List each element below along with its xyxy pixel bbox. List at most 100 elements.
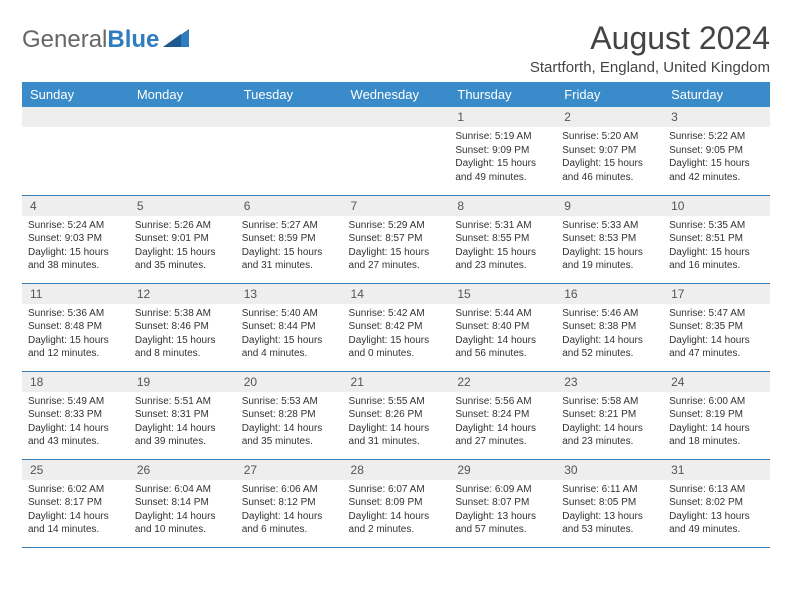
logo: GeneralBlue — [22, 20, 189, 54]
calendar-cell: 2Sunrise: 5:20 AMSunset: 9:07 PMDaylight… — [556, 107, 663, 195]
calendar-cell — [22, 107, 129, 195]
calendar-cell: 23Sunrise: 5:58 AMSunset: 8:21 PMDayligh… — [556, 371, 663, 459]
calendar-cell: 7Sunrise: 5:29 AMSunset: 8:57 PMDaylight… — [343, 195, 450, 283]
calendar-cell: 19Sunrise: 5:51 AMSunset: 8:31 PMDayligh… — [129, 371, 236, 459]
calendar-body: 1Sunrise: 5:19 AMSunset: 9:09 PMDaylight… — [22, 107, 770, 547]
calendar-week-row: 1Sunrise: 5:19 AMSunset: 9:09 PMDaylight… — [22, 107, 770, 195]
calendar-week-row: 11Sunrise: 5:36 AMSunset: 8:48 PMDayligh… — [22, 283, 770, 371]
day-number: 12 — [129, 284, 236, 304]
day-number: 5 — [129, 196, 236, 216]
day-number: 17 — [663, 284, 770, 304]
day-details: Sunrise: 5:20 AMSunset: 9:07 PMDaylight:… — [556, 127, 663, 188]
calendar-cell: 30Sunrise: 6:11 AMSunset: 8:05 PMDayligh… — [556, 459, 663, 547]
location-text: Startforth, England, United Kingdom — [530, 59, 770, 76]
day-number: 2 — [556, 107, 663, 127]
header: GeneralBlue August 2024 Startforth, Engl… — [22, 20, 770, 76]
day-details: Sunrise: 5:38 AMSunset: 8:46 PMDaylight:… — [129, 304, 236, 365]
calendar-cell: 11Sunrise: 5:36 AMSunset: 8:48 PMDayligh… — [22, 283, 129, 371]
day-header: Tuesday — [236, 82, 343, 107]
day-header: Saturday — [663, 82, 770, 107]
day-details: Sunrise: 5:33 AMSunset: 8:53 PMDaylight:… — [556, 216, 663, 277]
logo-triangle-icon — [163, 26, 189, 54]
calendar-cell: 18Sunrise: 5:49 AMSunset: 8:33 PMDayligh… — [22, 371, 129, 459]
calendar-cell: 31Sunrise: 6:13 AMSunset: 8:02 PMDayligh… — [663, 459, 770, 547]
day-number: 22 — [449, 372, 556, 392]
calendar-cell — [343, 107, 450, 195]
day-header: Monday — [129, 82, 236, 107]
day-number: 19 — [129, 372, 236, 392]
day-details: Sunrise: 6:04 AMSunset: 8:14 PMDaylight:… — [129, 480, 236, 541]
day-details: Sunrise: 6:00 AMSunset: 8:19 PMDaylight:… — [663, 392, 770, 453]
empty-day — [129, 107, 236, 127]
calendar-cell: 1Sunrise: 5:19 AMSunset: 9:09 PMDaylight… — [449, 107, 556, 195]
day-number: 29 — [449, 460, 556, 480]
day-details: Sunrise: 6:11 AMSunset: 8:05 PMDaylight:… — [556, 480, 663, 541]
day-details: Sunrise: 6:07 AMSunset: 8:09 PMDaylight:… — [343, 480, 450, 541]
calendar-cell: 5Sunrise: 5:26 AMSunset: 9:01 PMDaylight… — [129, 195, 236, 283]
calendar-cell: 15Sunrise: 5:44 AMSunset: 8:40 PMDayligh… — [449, 283, 556, 371]
calendar-cell — [236, 107, 343, 195]
calendar-cell: 12Sunrise: 5:38 AMSunset: 8:46 PMDayligh… — [129, 283, 236, 371]
calendar-cell — [129, 107, 236, 195]
empty-day — [22, 107, 129, 127]
calendar-cell: 20Sunrise: 5:53 AMSunset: 8:28 PMDayligh… — [236, 371, 343, 459]
day-details: Sunrise: 5:36 AMSunset: 8:48 PMDaylight:… — [22, 304, 129, 365]
calendar-cell: 13Sunrise: 5:40 AMSunset: 8:44 PMDayligh… — [236, 283, 343, 371]
day-number: 21 — [343, 372, 450, 392]
day-number: 6 — [236, 196, 343, 216]
title-block: August 2024 Startforth, England, United … — [530, 20, 770, 76]
day-details: Sunrise: 5:51 AMSunset: 8:31 PMDaylight:… — [129, 392, 236, 453]
calendar-head: SundayMondayTuesdayWednesdayThursdayFrid… — [22, 82, 770, 107]
calendar-cell: 16Sunrise: 5:46 AMSunset: 8:38 PMDayligh… — [556, 283, 663, 371]
day-number: 24 — [663, 372, 770, 392]
day-details: Sunrise: 5:56 AMSunset: 8:24 PMDaylight:… — [449, 392, 556, 453]
day-number: 27 — [236, 460, 343, 480]
calendar-week-row: 25Sunrise: 6:02 AMSunset: 8:17 PMDayligh… — [22, 459, 770, 547]
calendar-week-row: 4Sunrise: 5:24 AMSunset: 9:03 PMDaylight… — [22, 195, 770, 283]
day-number: 1 — [449, 107, 556, 127]
day-number: 18 — [22, 372, 129, 392]
calendar-table: SundayMondayTuesdayWednesdayThursdayFrid… — [22, 82, 770, 548]
day-details: Sunrise: 5:47 AMSunset: 8:35 PMDaylight:… — [663, 304, 770, 365]
calendar-cell: 21Sunrise: 5:55 AMSunset: 8:26 PMDayligh… — [343, 371, 450, 459]
day-details: Sunrise: 6:06 AMSunset: 8:12 PMDaylight:… — [236, 480, 343, 541]
day-number: 23 — [556, 372, 663, 392]
calendar-cell: 3Sunrise: 5:22 AMSunset: 9:05 PMDaylight… — [663, 107, 770, 195]
day-details: Sunrise: 5:29 AMSunset: 8:57 PMDaylight:… — [343, 216, 450, 277]
month-title: August 2024 — [530, 20, 770, 57]
day-number: 15 — [449, 284, 556, 304]
day-details: Sunrise: 5:26 AMSunset: 9:01 PMDaylight:… — [129, 216, 236, 277]
day-number: 30 — [556, 460, 663, 480]
calendar-cell: 28Sunrise: 6:07 AMSunset: 8:09 PMDayligh… — [343, 459, 450, 547]
day-header-row: SundayMondayTuesdayWednesdayThursdayFrid… — [22, 82, 770, 107]
day-number: 8 — [449, 196, 556, 216]
day-header: Sunday — [22, 82, 129, 107]
day-details: Sunrise: 5:58 AMSunset: 8:21 PMDaylight:… — [556, 392, 663, 453]
calendar-cell: 8Sunrise: 5:31 AMSunset: 8:55 PMDaylight… — [449, 195, 556, 283]
day-header: Thursday — [449, 82, 556, 107]
logo-text-gray: General — [22, 26, 107, 54]
calendar-cell: 9Sunrise: 5:33 AMSunset: 8:53 PMDaylight… — [556, 195, 663, 283]
day-details: Sunrise: 5:35 AMSunset: 8:51 PMDaylight:… — [663, 216, 770, 277]
day-details: Sunrise: 5:49 AMSunset: 8:33 PMDaylight:… — [22, 392, 129, 453]
calendar-week-row: 18Sunrise: 5:49 AMSunset: 8:33 PMDayligh… — [22, 371, 770, 459]
calendar-cell: 17Sunrise: 5:47 AMSunset: 8:35 PMDayligh… — [663, 283, 770, 371]
calendar-cell: 4Sunrise: 5:24 AMSunset: 9:03 PMDaylight… — [22, 195, 129, 283]
calendar-cell: 27Sunrise: 6:06 AMSunset: 8:12 PMDayligh… — [236, 459, 343, 547]
day-header: Friday — [556, 82, 663, 107]
day-details: Sunrise: 5:27 AMSunset: 8:59 PMDaylight:… — [236, 216, 343, 277]
empty-day — [236, 107, 343, 127]
day-number: 10 — [663, 196, 770, 216]
day-details: Sunrise: 5:19 AMSunset: 9:09 PMDaylight:… — [449, 127, 556, 188]
day-details: Sunrise: 5:24 AMSunset: 9:03 PMDaylight:… — [22, 216, 129, 277]
day-number: 9 — [556, 196, 663, 216]
day-number: 13 — [236, 284, 343, 304]
day-details: Sunrise: 5:40 AMSunset: 8:44 PMDaylight:… — [236, 304, 343, 365]
day-details: Sunrise: 5:46 AMSunset: 8:38 PMDaylight:… — [556, 304, 663, 365]
day-number: 4 — [22, 196, 129, 216]
calendar-cell: 22Sunrise: 5:56 AMSunset: 8:24 PMDayligh… — [449, 371, 556, 459]
day-details: Sunrise: 5:22 AMSunset: 9:05 PMDaylight:… — [663, 127, 770, 188]
day-header: Wednesday — [343, 82, 450, 107]
day-number: 14 — [343, 284, 450, 304]
day-number: 28 — [343, 460, 450, 480]
